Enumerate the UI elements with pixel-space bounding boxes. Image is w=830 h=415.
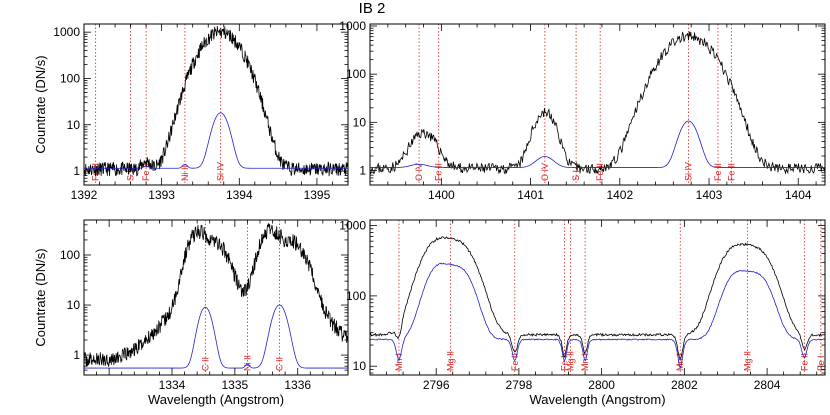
line-marker-label: Mn I bbox=[675, 353, 685, 371]
y-tick-label: 1000 bbox=[339, 219, 366, 233]
x-axis-label: Wavelength (Angstrom) bbox=[148, 392, 284, 407]
x-tick-label: 1335 bbox=[222, 378, 249, 392]
line-marker-label: Fe I bbox=[559, 355, 569, 371]
series-line-observed bbox=[370, 31, 825, 175]
line-marker-label: Ni II bbox=[242, 355, 252, 371]
y-tick-label: 10 bbox=[67, 298, 81, 312]
line-marker-label: Si IV bbox=[216, 162, 226, 181]
figure-title: IB 2 bbox=[359, 0, 386, 17]
line-marker-label: C II bbox=[274, 357, 284, 371]
x-tick-label: 1392 bbox=[71, 188, 98, 202]
series-line-model bbox=[370, 262, 825, 370]
line-marker-label: Fe I bbox=[816, 355, 826, 371]
line-marker-label: Fe II bbox=[434, 163, 444, 181]
chart-panel-top-right: O IV Fe II O IV S I Fe II Si IV Fe II Fe II1400… bbox=[339, 19, 826, 202]
chart-panel-bottom-right: Mn I Mg II Fe II Fe IMg II Mn I Mn I Mg II Fe I… bbox=[339, 219, 826, 407]
plot-frame bbox=[83, 23, 349, 186]
plot-frame bbox=[83, 219, 349, 376]
y-tick-label: 100 bbox=[346, 67, 366, 81]
y-tick-label: 1000 bbox=[53, 25, 80, 39]
plot-frame bbox=[369, 219, 826, 376]
line-marker-label: C II bbox=[200, 357, 210, 371]
line-marker-label: S I bbox=[571, 170, 581, 181]
y-tick-label: 10 bbox=[353, 115, 367, 129]
x-tick-label: 2800 bbox=[588, 378, 615, 392]
line-marker-label: Ni II bbox=[180, 165, 190, 181]
x-tick-label: 1401 bbox=[517, 188, 544, 202]
line-marker-label: Mn I bbox=[394, 353, 404, 371]
x-tick-label: 2796 bbox=[423, 378, 450, 392]
line-marker-label: Fe II bbox=[510, 353, 520, 371]
line-marker-label: Si IV bbox=[684, 162, 694, 181]
y-tick-label: 10 bbox=[67, 118, 81, 132]
x-tick-label: 1393 bbox=[148, 188, 175, 202]
x-tick-label: 1404 bbox=[785, 188, 812, 202]
line-marker-label: Fe II bbox=[726, 163, 736, 181]
series-line-observed bbox=[84, 223, 348, 368]
series-line-observed bbox=[84, 25, 348, 177]
x-tick-label: 1334 bbox=[159, 378, 186, 392]
x-axis-label: Wavelength (Angstrom) bbox=[529, 392, 665, 407]
y-axis-label: Countrate (DN/s) bbox=[33, 55, 48, 153]
panels-group: Fe II S I Fe II Ni II Si IV 1392 1393 1394 1395 1… bbox=[33, 19, 826, 407]
series-line-model bbox=[84, 112, 348, 169]
line-marker-label: Mn I bbox=[580, 353, 590, 371]
y-tick-label: 1000 bbox=[339, 19, 366, 33]
plot-frame bbox=[369, 23, 826, 186]
x-tick-label: 1400 bbox=[428, 188, 455, 202]
x-tick-label: 1395 bbox=[304, 188, 331, 202]
y-tick-label: 1 bbox=[73, 348, 80, 362]
x-tick-label: 1403 bbox=[696, 188, 723, 202]
line-marker-label: Mg II bbox=[566, 351, 576, 371]
y-tick-label: 1 bbox=[359, 163, 366, 177]
line-marker-label: O IV bbox=[414, 163, 424, 181]
line-marker-label: S I bbox=[126, 170, 136, 181]
y-axis-label: Countrate (DN/s) bbox=[33, 248, 48, 346]
series-line-observed bbox=[370, 236, 825, 360]
line-marker-label: Mg II bbox=[743, 351, 753, 371]
line-marker-label: Fe II bbox=[799, 353, 809, 371]
line-marker-label: Fe II bbox=[141, 163, 151, 181]
line-marker-label: Fe II bbox=[713, 163, 723, 181]
y-tick-label: 100 bbox=[60, 71, 80, 85]
line-marker-label: Mg II bbox=[446, 351, 456, 371]
series-line-model bbox=[370, 120, 825, 168]
y-tick-label: 100 bbox=[346, 289, 366, 303]
y-tick-label: 1 bbox=[73, 164, 80, 178]
x-tick-label: 1402 bbox=[606, 188, 633, 202]
x-tick-label: 1394 bbox=[226, 188, 253, 202]
line-marker-label: O IV bbox=[540, 163, 550, 181]
line-marker-label: Fe II bbox=[595, 163, 605, 181]
y-tick-label: 100 bbox=[60, 248, 80, 262]
y-tick-label: 10 bbox=[353, 359, 367, 373]
x-tick-label: 2798 bbox=[506, 378, 533, 392]
x-tick-label: 2804 bbox=[754, 378, 781, 392]
x-tick-label: 1336 bbox=[284, 378, 311, 392]
series-line-model bbox=[84, 304, 348, 369]
x-tick-label: 2802 bbox=[671, 378, 698, 392]
chart-panel-bottom-left: C II Ni II C II 1334 1335 1336 1 10 100 Countrate… bbox=[33, 219, 349, 407]
